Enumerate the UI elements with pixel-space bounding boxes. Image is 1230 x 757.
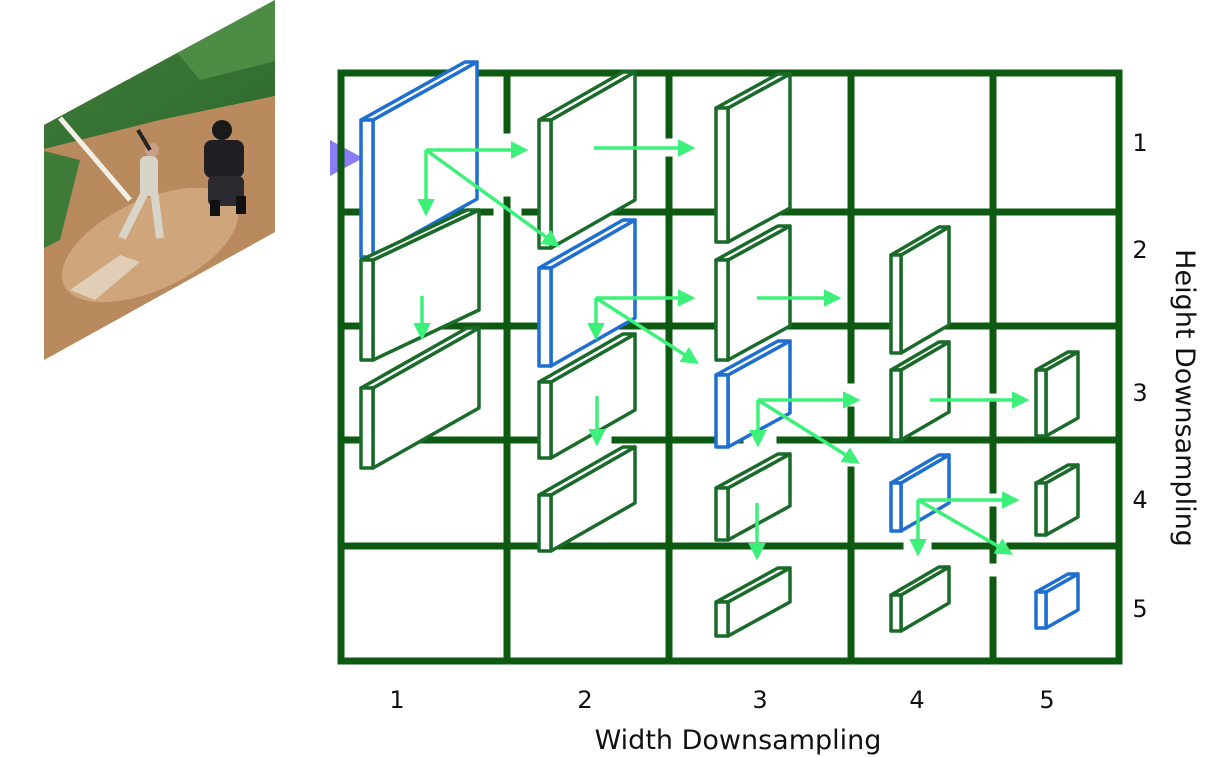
feature-block-w3-h4 xyxy=(714,452,792,542)
feature-block-w2-h4 xyxy=(537,445,637,553)
y-tick-3: 3 xyxy=(1132,379,1147,407)
x-tick-5: 5 xyxy=(1039,686,1054,714)
x-tick-1: 1 xyxy=(389,686,404,714)
feature-block-w2-h3 xyxy=(537,332,637,460)
feature-block-w4-h4 xyxy=(889,453,951,533)
x-tick-4: 4 xyxy=(909,686,924,714)
y-tick-2: 2 xyxy=(1132,236,1147,264)
feature-block-w1-h2 xyxy=(359,208,481,362)
flow-arrow-16 xyxy=(917,498,1014,555)
feature-block-w2-h1 xyxy=(537,70,637,250)
y-tick-4: 4 xyxy=(1132,486,1147,514)
feature-block-w3-h2 xyxy=(714,224,792,362)
feature-block-w2-h2 xyxy=(537,218,637,368)
feature-block-w5-h4 xyxy=(1034,463,1080,537)
input-photo xyxy=(44,0,275,360)
flow-arrow-11 xyxy=(757,398,860,464)
y-tick-1: 1 xyxy=(1132,129,1147,157)
y-tick-5: 5 xyxy=(1132,595,1147,623)
feature-block-w5-h5 xyxy=(1034,572,1080,630)
feature-block-w5-h3 xyxy=(1034,350,1080,438)
x-tick-3: 3 xyxy=(752,686,767,714)
feature-block-w3-h5 xyxy=(714,566,792,638)
x-tick-2: 2 xyxy=(577,686,592,714)
x-tick-labels: 1 2 3 4 5 xyxy=(389,686,1054,714)
feature-block-w1-h3 xyxy=(359,326,481,470)
flow-arrow-6 xyxy=(595,296,699,364)
flow-arrow-2 xyxy=(424,148,560,248)
y-axis-title: Height Downsampling xyxy=(1169,249,1200,547)
arrows-layer xyxy=(413,139,1030,561)
feature-block-w3-h3 xyxy=(714,339,792,449)
y-tick-labels: 1 2 3 4 5 xyxy=(1132,129,1147,623)
x-axis-title: Width Downsampling xyxy=(595,725,882,756)
feature-block-w4-h5 xyxy=(889,565,951,633)
blocks-layer xyxy=(359,60,1080,638)
batter-figure xyxy=(118,128,164,240)
feature-block-w4-h2 xyxy=(889,225,951,355)
feature-block-w4-h3 xyxy=(889,340,951,442)
feature-block-w3-h1 xyxy=(714,72,792,244)
grid-frame xyxy=(337,69,1123,665)
